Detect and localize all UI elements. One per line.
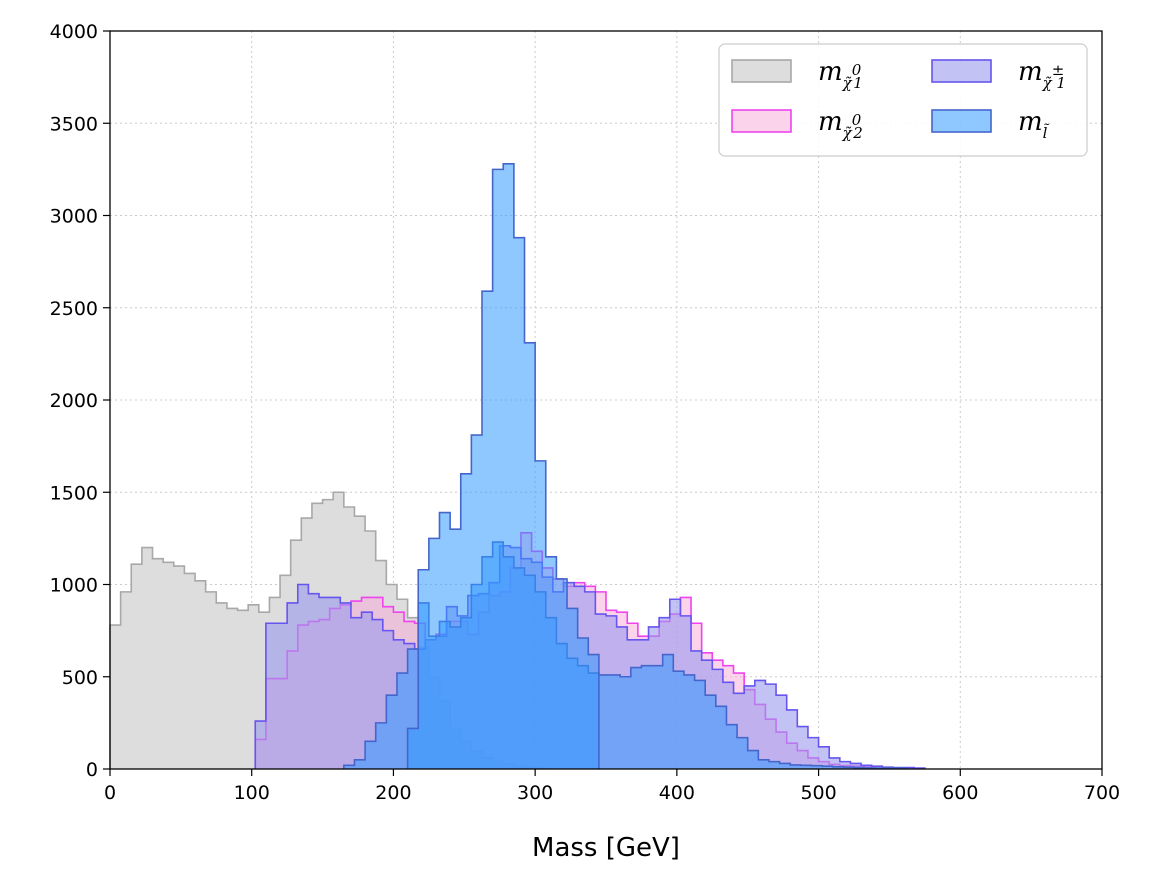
legend-entry: mχ̃0 1	[731, 57, 863, 92]
x-tick-label: 100	[234, 782, 270, 804]
legend-label: mχ̃0 1	[818, 57, 863, 92]
legend-box	[718, 43, 1088, 157]
legend-swatch	[731, 109, 792, 133]
legend-entry: mχ̃± 1	[931, 57, 1066, 92]
y-tick-label: 500	[62, 667, 98, 689]
x-tick-label: 300	[517, 782, 553, 804]
axes: 0 100 200 300 400 500 600 700 0 500 1000 1500 2000 25…	[50, 21, 1120, 804]
legend-swatch	[731, 59, 792, 83]
series-4	[406, 163, 600, 770]
y-tick-label: 1500	[50, 482, 98, 504]
y-tick-label: 0	[86, 759, 98, 781]
y-tick-label: 1000	[50, 575, 98, 597]
legend-swatch	[931, 109, 992, 133]
x-tick-label: 500	[800, 782, 836, 804]
legend-label: ml̃	[1018, 107, 1049, 142]
histogram-area	[407, 163, 599, 770]
x-tick-label: 200	[375, 782, 411, 804]
x-tick-label: 400	[659, 782, 695, 804]
histogram-series	[109, 163, 926, 770]
y-tick-label: 3000	[50, 206, 98, 228]
x-tick-label: 0	[104, 782, 116, 804]
x-tick-label: 700	[1084, 782, 1120, 804]
x-tick-label: 600	[942, 782, 978, 804]
legend-entry: mχ̃0 2	[731, 107, 863, 142]
y-tick-label: 2000	[50, 390, 98, 412]
y-tick-label: 3500	[50, 113, 98, 135]
legend-swatch	[931, 59, 992, 83]
histogram-outline	[254, 544, 926, 769]
histogram-outline	[406, 163, 600, 769]
legend-label: mχ̃0 2	[818, 107, 863, 142]
legend-entry: ml̃	[931, 107, 1049, 142]
x-axis-label: Mass [GeV]	[532, 833, 680, 863]
y-tick-label: 2500	[50, 298, 98, 320]
legend-label: mχ̃± 1	[1018, 57, 1066, 92]
y-tick-label: 4000	[50, 21, 98, 43]
legend: mχ̃0 1 mχ̃0 2 mχ̃± 1 ml̃	[718, 43, 1088, 157]
